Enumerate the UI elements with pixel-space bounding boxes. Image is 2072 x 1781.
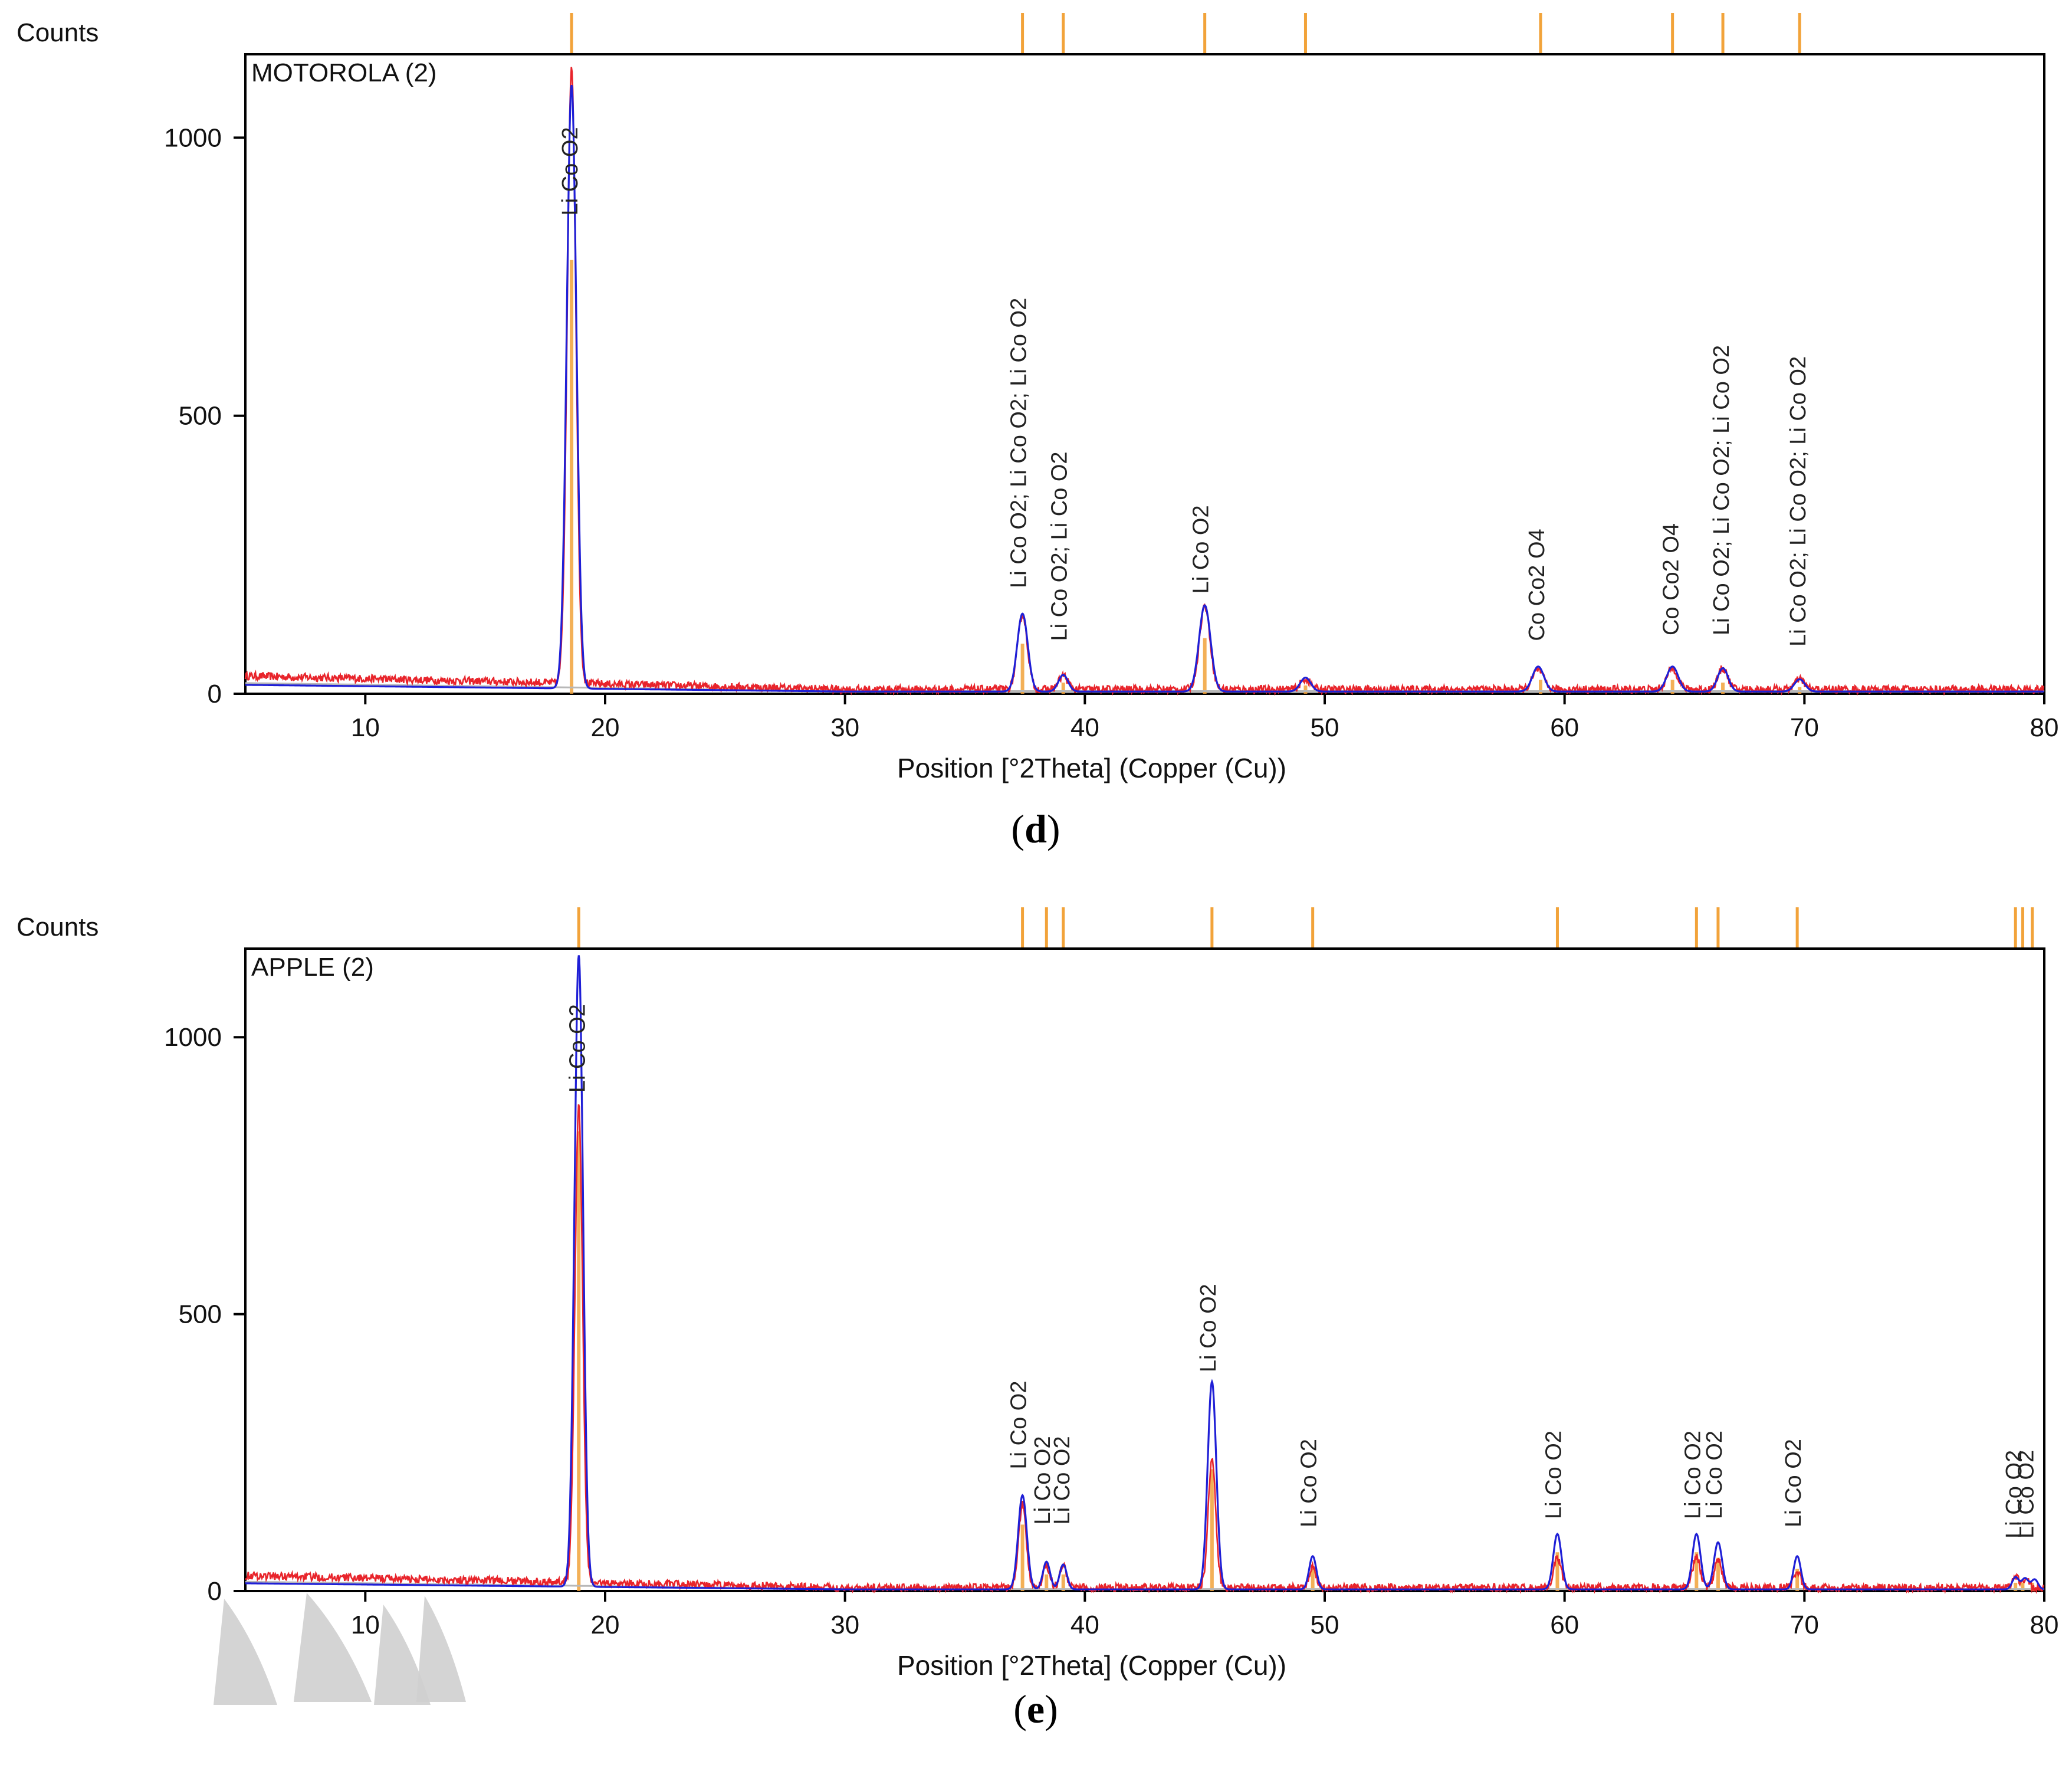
peak-annotation: Li Co O2 [1189, 505, 1214, 593]
peak-annotation: Li Co O2 [1297, 1439, 1322, 1527]
y-tick-label: 0 [208, 680, 222, 709]
y-tick-label: 0 [208, 1577, 222, 1606]
y-axis-label: Counts [17, 913, 98, 942]
x-axis-label: Position [°2Theta] (Copper (Cu)) [897, 1650, 1286, 1681]
x-tick-label: 30 [830, 713, 859, 742]
peak-annotation: Co Co2 O4 [1525, 529, 1549, 641]
peak-annotation: Li Co O2; Li Co O2; Li Co O2 [1709, 345, 1734, 635]
x-tick-label: 30 [830, 1611, 859, 1639]
peak-annotation: Li Co O2 [558, 127, 583, 215]
sample-label: MOTOROLA (2) [251, 58, 437, 87]
peak-annotation: Li Co O2 [1680, 1431, 1705, 1519]
peak-annotation: Li Co O2 [1050, 1436, 1075, 1524]
x-tick-label: 60 [1550, 713, 1579, 742]
y-tick-label: 500 [179, 1300, 222, 1329]
peak-annotation: Li Co O2 [1702, 1431, 1727, 1519]
panel-caption-letter: d [1024, 806, 1047, 851]
x-tick-label: 20 [591, 1611, 620, 1639]
x-tick-label: 80 [2030, 713, 2059, 742]
series-observed [245, 1104, 2045, 1595]
x-tick-label: 10 [351, 1611, 380, 1639]
panel-d: 10 20 30 40 50 60 70 80 0 500 1000 Li Co O2 Li Co O2… [17, 13, 2058, 851]
series-calculated [245, 955, 2044, 1590]
x-tick-label: 80 [2030, 1611, 2059, 1639]
x-tick-label: 70 [1790, 713, 1819, 742]
peak-annotation: Li Co O2 [1007, 1380, 1032, 1469]
x-tick-label: 40 [1071, 713, 1099, 742]
x-tick-label: 20 [591, 713, 620, 742]
peak-annotation: Li Co O2 [565, 1004, 590, 1093]
peak-annotation: Li Co O2 [2014, 1450, 2039, 1539]
panel-caption-letter: e [1027, 1687, 1045, 1731]
x-tick-label: 50 [1311, 1611, 1339, 1639]
scan-artifact [416, 1596, 466, 1702]
peak-annotation: Li Co O2; Li Co O2; Li Co O2 [1007, 298, 1032, 588]
plot-area [244, 947, 2045, 1592]
panel-caption: (e) [1013, 1687, 1058, 1731]
peak-annotation: Li Co O2; Li Co O2; Li Co O2 [1786, 356, 1811, 647]
scan-artifact [374, 1605, 431, 1705]
series-calculated [245, 85, 2044, 693]
peak-annotation: Li Co O2 [2002, 1450, 2027, 1539]
scan-artifact [214, 1599, 277, 1705]
scan-artifact [294, 1593, 372, 1702]
sample-label: APPLE (2) [251, 953, 374, 982]
y-axis-label: Counts [17, 18, 98, 47]
series-observed [244, 67, 2045, 696]
peak-annotation: Co Co2 O4 [1659, 523, 1684, 635]
panel-caption: (d) [1011, 806, 1060, 851]
plot-area [244, 53, 2045, 695]
x-tick-label: 10 [351, 713, 380, 742]
x-tick-label: 50 [1311, 713, 1339, 742]
peak-annotation: Li Co O2 [1030, 1436, 1055, 1524]
peak-annotation: Li Co O2 [1781, 1439, 1806, 1527]
y-tick-label: 500 [179, 402, 222, 431]
peak-annotation: Li Co O2 [1541, 1431, 1566, 1519]
x-axis-label: Position [°2Theta] (Copper (Cu)) [897, 753, 1286, 783]
y-tick-label: 1000 [164, 123, 222, 152]
x-tick-label: 70 [1790, 1611, 1819, 1639]
peak-annotation: Li Co O2 [1196, 1284, 1221, 1372]
x-tick-label: 40 [1071, 1611, 1099, 1639]
y-tick-label: 1000 [164, 1023, 222, 1052]
peak-annotation: Li Co O2; Li Co O2 [1048, 451, 1072, 641]
x-tick-label: 60 [1550, 1611, 1579, 1639]
